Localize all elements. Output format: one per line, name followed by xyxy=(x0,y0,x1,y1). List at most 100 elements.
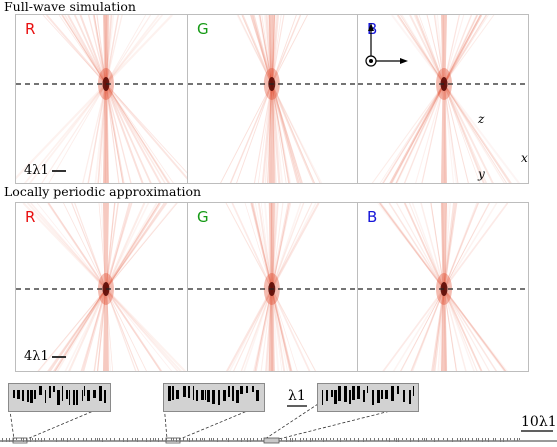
top-section-title: Full-wave simulation xyxy=(4,0,136,14)
pillar xyxy=(87,390,90,401)
field-ray xyxy=(229,15,302,183)
field-ray xyxy=(250,15,303,183)
strip-tick xyxy=(158,438,159,442)
strip-tick xyxy=(488,438,489,442)
strip-tick xyxy=(196,438,197,441)
pillar xyxy=(201,390,204,400)
strip-tick xyxy=(123,438,124,442)
field-ray xyxy=(251,15,301,183)
strip-tick xyxy=(6,438,7,442)
field-ray xyxy=(395,15,479,183)
strip-tick xyxy=(183,438,184,441)
pillar xyxy=(326,390,328,401)
strip-tick xyxy=(340,438,341,442)
central-beam xyxy=(441,15,447,183)
strip-tick xyxy=(110,438,111,441)
strip-tick xyxy=(74,438,75,440)
field-ray xyxy=(97,15,113,183)
strip-tick xyxy=(321,438,322,440)
field-ray xyxy=(252,15,300,183)
strip-tick xyxy=(67,438,68,442)
pillar xyxy=(193,386,194,400)
inset-pillars xyxy=(168,386,259,405)
strip-tick xyxy=(244,438,245,440)
field-ray xyxy=(267,15,276,183)
field-ray xyxy=(434,15,458,183)
strip-tick xyxy=(241,438,242,442)
field-ray xyxy=(104,15,109,183)
field-ray xyxy=(268,15,277,183)
field-ray xyxy=(398,15,510,183)
pillar xyxy=(17,390,20,399)
strip-tick xyxy=(396,438,397,442)
field-ray xyxy=(82,15,123,183)
strip-tick xyxy=(26,438,27,441)
strip-tick xyxy=(354,438,355,441)
field-ray xyxy=(409,15,494,183)
field-ray xyxy=(395,15,478,183)
strip-tick xyxy=(30,438,31,442)
pillar xyxy=(53,386,55,392)
pillar xyxy=(82,390,83,401)
pillar xyxy=(338,386,341,401)
strip-tick xyxy=(261,438,262,441)
strip-tick xyxy=(465,438,466,441)
field-ray xyxy=(104,15,108,183)
central-beam xyxy=(102,15,109,183)
field-ray xyxy=(94,15,115,183)
strip-tick xyxy=(482,438,483,442)
strip-tick xyxy=(35,438,36,442)
strip-tick xyxy=(83,438,84,441)
strip-tick xyxy=(281,438,282,441)
strip-tick xyxy=(179,438,180,440)
pillar xyxy=(256,390,259,401)
axis-label-z: z xyxy=(478,112,485,126)
field-map-bottom-r xyxy=(16,203,187,371)
pillar xyxy=(391,386,394,401)
pillar xyxy=(205,390,206,400)
scale-bar-line xyxy=(51,355,66,358)
strip-tick xyxy=(438,438,439,441)
strip-tick xyxy=(350,438,351,441)
field-ray xyxy=(236,15,297,183)
strip-tick xyxy=(503,438,504,442)
strip-tick xyxy=(310,438,311,442)
strip-tick xyxy=(326,438,327,441)
scale-bar: 4λ1 xyxy=(24,349,66,364)
pillar xyxy=(69,390,70,405)
strip-tick xyxy=(228,438,229,442)
strip-tick xyxy=(300,438,301,442)
field-ray xyxy=(58,15,174,183)
zoom-line xyxy=(278,403,419,440)
pillar xyxy=(22,390,24,401)
pillar xyxy=(76,390,78,405)
pillar xyxy=(104,390,106,403)
strip-tick xyxy=(44,438,45,441)
field-ray xyxy=(258,15,292,183)
pillar xyxy=(363,390,365,402)
coordinate-axes-icon xyxy=(365,23,408,67)
strip-tick xyxy=(452,438,453,442)
strip-tick xyxy=(204,438,205,441)
field-ray xyxy=(418,15,481,183)
pillar xyxy=(403,390,405,402)
field-ray xyxy=(241,15,316,183)
strip-tick xyxy=(323,438,324,442)
field-ray xyxy=(257,15,282,183)
field-ray xyxy=(265,15,281,183)
strip-tick xyxy=(114,438,115,441)
pillar xyxy=(409,390,411,404)
strip-tick xyxy=(135,438,136,441)
field-ray xyxy=(415,15,485,183)
scale-bar: 4λ1 xyxy=(24,163,66,178)
field-ray xyxy=(92,15,125,183)
field-ray xyxy=(267,15,276,183)
strip-tick xyxy=(189,438,190,442)
pillar xyxy=(30,390,33,403)
strip-tick xyxy=(211,438,212,441)
strip-tick xyxy=(146,438,147,442)
strip-tick xyxy=(315,438,316,441)
inset-scale-label: λ1 xyxy=(288,388,306,404)
strip-tick xyxy=(173,438,174,441)
strip-tick xyxy=(213,438,214,441)
